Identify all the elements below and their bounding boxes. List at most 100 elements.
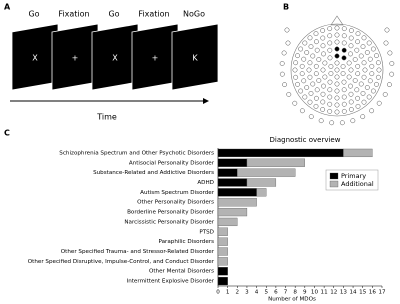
electrode [346,60,352,66]
electrode [375,74,381,80]
x-tick-label: 6 [274,290,278,296]
electrode [364,50,370,55]
bar [217,207,248,217]
electrode [314,47,320,53]
electrode [320,107,326,112]
electrode [334,25,340,31]
electrode [304,50,310,55]
x-tick-label: 12 [330,290,337,296]
electrode [284,27,290,33]
electrode [286,91,292,97]
electrode [301,78,307,84]
electrode [327,55,333,61]
panel-label: A [4,3,11,12]
electrode [334,102,340,108]
electrode [334,39,340,45]
electrode [334,81,340,87]
electrode [320,91,326,97]
x-axis-label: Number of MDOs [268,297,316,303]
electrode [354,47,360,53]
electrode [352,57,358,62]
electrode [298,88,304,94]
electrode [341,79,347,85]
stimulus: X [112,54,118,63]
x-tick-label: 13 [340,290,348,296]
electrode [334,53,340,59]
electrode [320,43,326,49]
electrode [295,53,300,59]
electrode [362,67,368,73]
electrode [304,85,310,90]
electrode [322,74,328,80]
y-tick-label: ADHD [197,180,214,186]
electrode [321,51,326,57]
electrode [366,40,372,46]
electrode [361,74,367,80]
electrode [313,95,319,101]
y-tick-label: Antisocial Personality Disorder [129,160,215,166]
electrode [327,79,333,85]
electrode [306,67,312,73]
x-tick-label: 7 [284,290,288,296]
stimulus: + [152,54,159,63]
electrode [341,33,347,39]
bar [217,178,248,187]
panel-label: C [4,129,10,138]
electrode [350,118,356,124]
electrode [367,78,373,84]
electrode [334,109,340,115]
electrode [341,40,347,46]
electrode [327,33,333,39]
electrode [374,81,379,87]
bar [217,247,228,256]
electrode [341,47,347,53]
electrode [327,108,333,114]
electrode [299,108,305,114]
electrode [387,50,393,56]
stimulus: X [32,54,38,63]
electrode [341,26,347,32]
electrode [313,103,319,109]
bar [217,158,248,167]
electrode [292,67,298,73]
electrode [307,60,313,66]
x-tick-label: 14 [349,290,357,296]
electrode [302,94,308,100]
electrode [279,71,285,77]
trial-label: Go [108,10,119,19]
electrode [348,83,353,89]
electrode [328,71,334,76]
x-tick-label: 4 [255,290,259,296]
electrode [348,107,354,112]
electrode [370,46,376,52]
legend-swatch [329,172,339,180]
electrode [355,31,361,37]
electrode [298,46,304,52]
electrode [334,32,340,38]
trial-label: Fixation [138,10,169,19]
electrode [348,99,354,105]
electrode [355,71,361,77]
electrode [360,90,366,96]
bar [217,237,228,246]
electrode [348,28,354,33]
y-tick-label: Substance-Related and Addictive Disorder… [93,170,214,176]
electrode [307,74,313,80]
x-tick-label: 1 [226,290,230,296]
electrode [355,103,361,109]
electrode [341,94,347,100]
x-tick-label: 5 [264,290,268,296]
electrode [301,56,307,62]
electrode [302,40,308,46]
bar [217,217,238,227]
electrode [348,51,353,57]
y-tick-label: Autism Spectrum Disorder [140,190,215,196]
electrode [361,35,367,41]
bar [217,188,257,197]
electrode [361,99,367,105]
electrode [322,60,328,66]
x-tick-label: 3 [245,290,249,296]
electrode [313,63,319,69]
electrode [341,87,347,93]
electrode [364,85,370,90]
